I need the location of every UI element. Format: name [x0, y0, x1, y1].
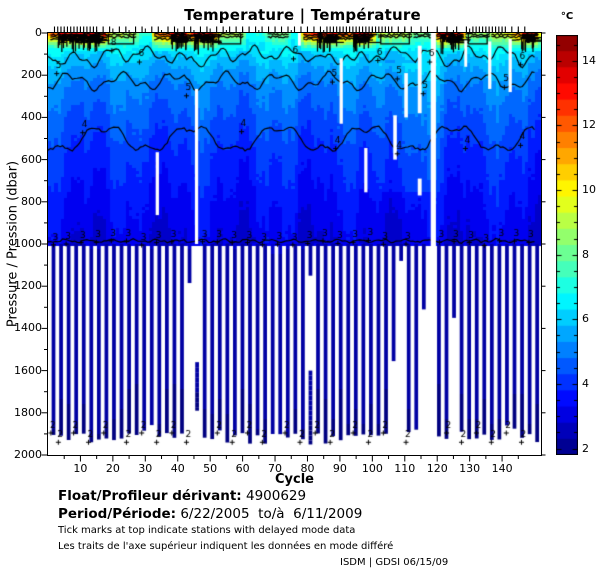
x-tick-label: 90 — [332, 462, 347, 475]
period-label: Period/Période: — [58, 506, 177, 522]
agency-credit: ISDM | GDSI 06/15/09 — [340, 557, 449, 568]
x-tick-label: 30 — [138, 462, 153, 475]
float-id-value: 4900629 — [245, 488, 307, 504]
x-axis-title: Cycle — [275, 472, 314, 487]
colorbar-tick-label: 6 — [582, 312, 589, 326]
y-tick-label: 200 — [21, 68, 42, 82]
x-tick-label: 110 — [394, 462, 416, 475]
y-tick-label: 0 — [35, 26, 42, 39]
x-tick-label: 60 — [235, 462, 250, 475]
y-tick-label: 1600 — [14, 363, 42, 377]
x-tick-label: 120 — [426, 462, 448, 475]
x-tick-label: 40 — [170, 462, 185, 475]
period-value: 6/22/2005 to/à 6/11/2009 — [180, 506, 363, 522]
x-tick-label: 130 — [459, 462, 481, 475]
x-tick-label: 70 — [268, 462, 283, 475]
colorbar-tick-label: 10 — [582, 183, 596, 197]
temperature-contour-canvas — [48, 33, 541, 455]
colorbar-canvas — [556, 35, 578, 455]
note-french: Les traits de l'axe supérieur indiquent … — [58, 541, 394, 552]
colorbar-tick-label: 2 — [582, 441, 589, 455]
footer-block: Float/Profileur dérivant: 4900629 Period… — [58, 487, 598, 555]
y-tick-label: 600 — [21, 152, 42, 166]
y-tick-label: 1400 — [14, 321, 42, 335]
period-line: Period/Période: 6/22/2005 to/à 6/11/2009 — [58, 505, 598, 523]
plot-title: Temperature | Température — [184, 6, 421, 24]
y-tick-label: 400 — [21, 110, 42, 124]
y-tick-label: 1200 — [14, 279, 42, 293]
x-tick-label: 100 — [361, 462, 383, 475]
y-tick-label: 1000 — [14, 237, 42, 250]
colorbar-unit-label: °C — [560, 11, 574, 22]
y-axis-title: Pressure / Pression (dbar) — [5, 160, 21, 328]
colorbar-tick-label: 8 — [582, 247, 589, 261]
colorbar-tick-label: 4 — [582, 376, 589, 390]
float-id-label: Float/Profileur dérivant: — [58, 488, 242, 504]
y-tick-label: 1800 — [14, 405, 42, 419]
note-english: Tick marks at top indicate stations with… — [58, 525, 356, 536]
colorbar-tick-label: 12 — [582, 118, 596, 132]
y-tick-label: 800 — [21, 194, 42, 208]
x-tick-label: 10 — [73, 462, 88, 475]
x-tick-label: 140 — [491, 462, 513, 475]
x-tick-label: 80 — [300, 462, 315, 475]
float-id-line: Float/Profileur dérivant: 4900629 — [58, 487, 598, 505]
y-tick-label: 2000 — [14, 448, 42, 461]
x-tick-label: 50 — [203, 462, 218, 475]
colorbar-tick-label: 14 — [582, 53, 596, 67]
x-tick-label: 20 — [105, 462, 120, 475]
